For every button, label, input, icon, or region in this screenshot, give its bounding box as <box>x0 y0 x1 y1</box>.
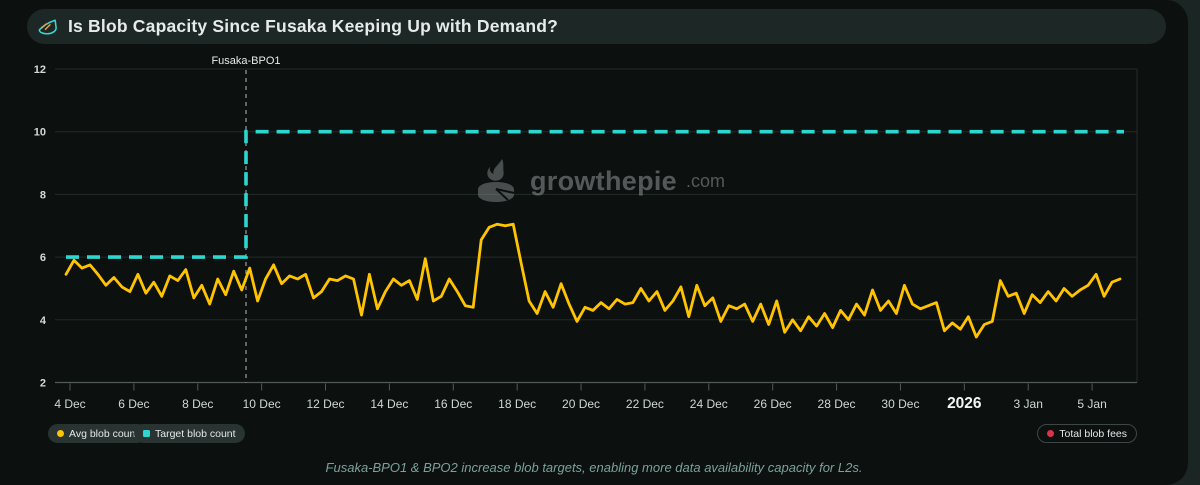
y-axis-label: 8 <box>40 189 46 201</box>
footer-note: Fusaka-BPO1 & BPO2 increase blob targets… <box>325 460 863 475</box>
target-blob-count-marker <box>143 430 150 437</box>
x-axis-label: 24 Dec <box>690 397 728 411</box>
y-axis-label: 4 <box>40 315 47 327</box>
chart-title-bar: Is Blob Capacity Since Fusaka Keeping Up… <box>27 9 1166 44</box>
x-axis-label: 22 Dec <box>626 397 664 411</box>
avg-blob-count-line[interactable] <box>64 222 1122 339</box>
x-axis-label: 6 Dec <box>118 397 149 411</box>
page-title: Is Blob Capacity Since Fusaka Keeping Up… <box>68 16 559 36</box>
avg-blob-count-marker <box>57 430 64 437</box>
y-axis-label: 2 <box>40 378 46 390</box>
legend-fees-label: Total blob fees <box>1059 427 1127 440</box>
x-axis-label: 10 Dec <box>243 397 281 411</box>
total-blob-fees-marker <box>1047 430 1055 437</box>
x-axis-label: 8 Dec <box>182 397 213 411</box>
x-axis-label: 20 Dec <box>562 397 600 411</box>
y-axis-label: 10 <box>34 127 46 139</box>
legend-total-blob-fees[interactable]: Total blob fees <box>1037 424 1137 443</box>
x-axis-label: 12 Dec <box>307 397 345 411</box>
x-axis-label: 28 Dec <box>818 397 856 411</box>
fusaka-bpo1-annotation-label: Fusaka-BPO1 <box>211 55 280 67</box>
growthepie-blob-icon <box>36 15 59 38</box>
x-axis-label: 5 Jan <box>1077 397 1106 411</box>
legend-target-blob-count[interactable]: Target blob count <box>134 424 245 443</box>
y-axis-label: 6 <box>40 252 46 264</box>
x-axis-label: 16 Dec <box>434 397 472 411</box>
legend-target-label: Target blob count <box>155 427 236 440</box>
target-blob-count-line[interactable] <box>66 129 1124 259</box>
x-axis-label: 26 Dec <box>754 397 792 411</box>
x-axis-label: 3 Jan <box>1014 397 1043 411</box>
x-axis-label: 4 Dec <box>54 397 85 411</box>
x-axis-label: 14 Dec <box>370 397 408 411</box>
y-axis-label: 12 <box>34 64 46 76</box>
plot-area[interactable] <box>55 55 1137 385</box>
x-axis-label: 2026 <box>947 395 982 412</box>
legend-avg-blob-count[interactable]: Avg blob count <box>48 424 148 443</box>
x-axis-label: 30 Dec <box>881 397 919 411</box>
legend-avg-label: Avg blob count <box>69 427 139 440</box>
x-axis-label: 18 Dec <box>498 397 536 411</box>
